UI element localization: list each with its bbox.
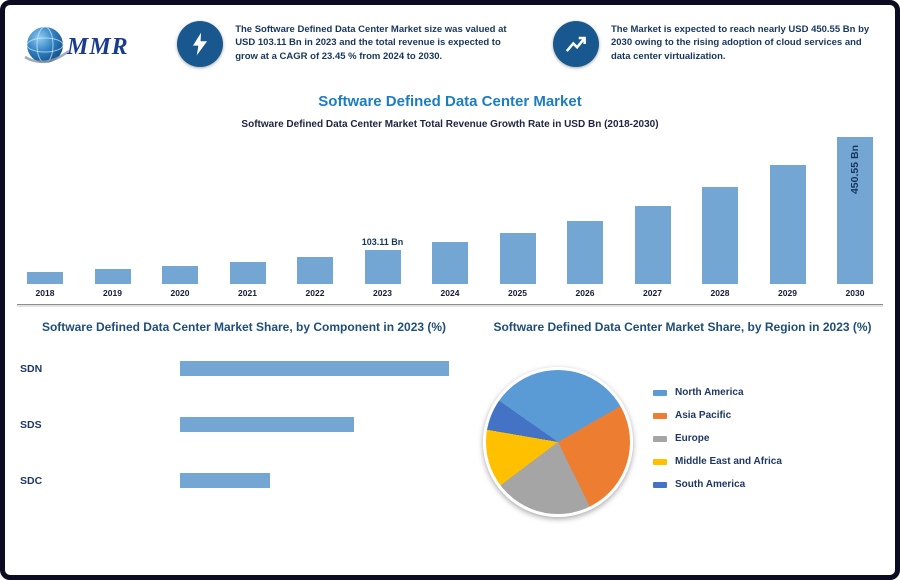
legend-item-europe: Europe: [653, 433, 782, 444]
chart-subtitle: Software Defined Data Center Market Tota…: [241, 119, 659, 130]
market-forecast-summary: The Market is expected to reach nearly U…: [610, 24, 870, 62]
highlight-block-1: The Software Defined Data Center Market …: [177, 21, 523, 67]
axis-label-2023: 2023: [373, 287, 392, 298]
axis-label-2021: 2021: [238, 287, 257, 298]
bar-column-2026: 2026: [565, 220, 605, 298]
revenue-bar-chart: 2018 2019 2020 2021 2022 103.11 Bn 2023 2024 202…: [25, 137, 875, 298]
legend-label: Middle East and Africa: [675, 456, 782, 468]
axis-label-2026: 2026: [575, 287, 595, 298]
highlight-block-2: The Market is expected to reach nearly U…: [552, 21, 879, 67]
bar-2020: [162, 266, 198, 284]
logo-text: MMR: [67, 33, 129, 60]
component-bar-chart: SDN SDS SDC: [20, 361, 468, 489]
hbar-row-sds: SDS: [20, 417, 468, 433]
hbar-label-sds: SDS: [20, 418, 42, 431]
bar-column-2022: 2022: [295, 256, 335, 298]
page-title: Software Defined Data Center Market: [318, 93, 582, 110]
bar-column-2027: 2027: [633, 205, 673, 298]
legend-item-north-america: North America: [653, 387, 782, 398]
legend-label: Asia Pacific: [675, 410, 732, 422]
axis-label-2029: 2029: [778, 287, 797, 298]
bar-2027: [634, 205, 671, 284]
region-chart-title: Software Defined Data Center Market Shar…: [493, 320, 872, 334]
bar-2018: [27, 272, 63, 284]
axis-label-2018: 2018: [35, 287, 55, 298]
bar-2023: 103.11 Bn: [362, 237, 403, 284]
region-pie-chart: [483, 367, 633, 518]
legend-label: Europe: [675, 433, 710, 445]
hbar-row-sdc: SDC: [20, 473, 468, 489]
growth-icon: [552, 21, 599, 67]
pie-legend: North America Asia Pacific Europe Middle Ea…: [653, 387, 782, 502]
bar-column-2025: 2025: [498, 232, 538, 298]
bar-column-2030: 450.55 Bn 2030: [835, 137, 875, 298]
pie-wrap: North America Asia Pacific Europe Middle Ea…: [475, 335, 890, 545]
bar-2025: [499, 232, 536, 284]
globe-icon: [24, 26, 70, 64]
bar-2022: [297, 256, 333, 284]
axis-label-2020: 2020: [170, 287, 190, 298]
axis-label-2030: 2030: [845, 287, 865, 298]
section-divider: [17, 304, 883, 307]
legend-item-middle-east-and-africa: Middle East and Africa: [653, 456, 782, 467]
bar-2019: [94, 269, 131, 284]
legend-item-south-america: South America: [653, 479, 782, 490]
legend-swatch: [653, 458, 667, 465]
bar-2026: [567, 220, 603, 284]
value-label-2023: 103.11 Bn: [361, 237, 404, 248]
title-block: Software Defined Data Center Market Soft…: [5, 93, 895, 130]
bar-2029: [769, 164, 806, 284]
bar-column-2021: 2021: [228, 261, 268, 298]
axis-label-2027: 2027: [643, 287, 662, 298]
bar-column-2020: 2020: [160, 266, 200, 298]
trend-arrow-glyph: [565, 36, 586, 52]
bar-column-2018: 2018: [25, 272, 65, 298]
axis-label-2024: 2024: [440, 287, 460, 298]
market-size-summary: The Software Defined Data Center Market …: [235, 24, 507, 62]
hbar-row-sdn: SDN: [20, 361, 468, 377]
bar-2028: [702, 187, 738, 284]
legend-swatch: [653, 412, 667, 419]
component-chart-title: Software Defined Data Center Market Shar…: [41, 320, 447, 334]
bar-column-2028: 2028: [700, 187, 740, 298]
axis-label-2019: 2019: [103, 287, 122, 298]
region-share-section: Software Defined Data Center Market Shar…: [475, 319, 890, 545]
bar-2021: [229, 261, 266, 284]
lightning-icon: [177, 21, 224, 67]
legend-label: North America: [675, 387, 744, 399]
legend-swatch: [653, 435, 667, 442]
bar-column-2019: 2019: [93, 269, 133, 298]
bar-2024: [432, 242, 468, 284]
hbar-sds: [180, 417, 354, 433]
axis-label-2022: 2022: [305, 287, 325, 298]
header: MMR The Software Defined Data Center Mar…: [21, 15, 879, 87]
mmr-logo: MMR: [21, 21, 169, 73]
bar-column-2029: 2029: [768, 164, 808, 298]
lightning-glyph: [193, 32, 208, 56]
hbar-sdn: [180, 361, 449, 377]
legend-swatch: [653, 481, 667, 488]
legend-swatch: [653, 389, 667, 396]
bar-column-2023: 103.11 Bn 2023: [362, 237, 404, 298]
hbar-label-sdc: SDC: [20, 474, 43, 487]
legend-label: South America: [675, 479, 746, 491]
bar-2030: 450.55 Bn: [837, 137, 873, 284]
axis-label-2025: 2025: [508, 287, 527, 298]
value-label-2030: 450.55 Bn: [849, 145, 861, 195]
legend-item-asia-pacific: Asia Pacific: [653, 410, 782, 421]
bar-column-2024: 2024: [430, 242, 470, 298]
hbar-label-sdn: SDN: [20, 362, 43, 375]
axis-label-2028: 2028: [710, 287, 730, 298]
hbar-sdc: [180, 473, 270, 489]
component-share-section: Software Defined Data Center Market Shar…: [20, 319, 468, 529]
